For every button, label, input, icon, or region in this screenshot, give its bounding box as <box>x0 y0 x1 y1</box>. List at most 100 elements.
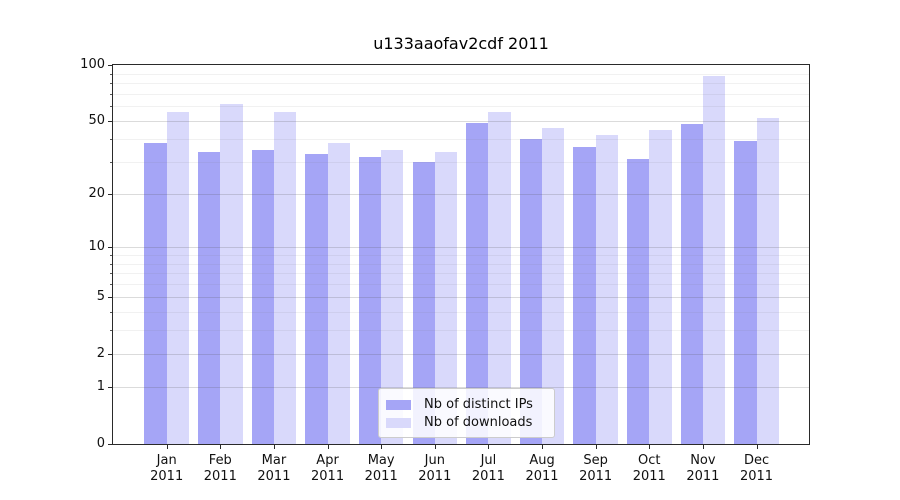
y-gridline-minor <box>113 263 809 265</box>
bar-distinct-ips <box>305 154 328 444</box>
y-tick-label: 20 <box>88 185 105 201</box>
bar-downloads <box>595 135 618 444</box>
y-axis-tick <box>108 65 112 66</box>
y-axis-minor-tick <box>110 93 112 95</box>
y-gridline-minor <box>113 284 809 286</box>
bar-distinct-ips <box>144 143 167 444</box>
bar-downloads <box>702 76 726 444</box>
x-tick-label-year: 2011 <box>150 469 184 484</box>
x-tick-label-year: 2011 <box>525 469 559 484</box>
y-axis-minor-tick <box>110 106 112 108</box>
y-tick-label: 100 <box>80 57 105 72</box>
x-tick-label-year: 2011 <box>418 469 452 484</box>
x-tick-label-month: May <box>367 453 395 468</box>
legend-entry-downloads: Nb of downloads <box>386 414 546 432</box>
bar-downloads <box>327 143 350 444</box>
x-tick-label-month: Feb <box>208 453 232 468</box>
y-axis-minor-tick <box>110 83 112 85</box>
x-axis-tick <box>756 445 758 449</box>
legend: Nb of distinct IPs Nb of downloads <box>378 388 555 438</box>
y-axis-tick <box>108 387 112 389</box>
y-gridline-minor <box>113 139 809 141</box>
x-axis-tick <box>166 445 168 449</box>
y-axis-tick <box>108 353 112 355</box>
bar-downloads <box>434 152 458 444</box>
bar-distinct-ips <box>251 149 274 444</box>
y-gridline-minor <box>113 273 809 275</box>
y-axis-minor-tick <box>110 273 112 275</box>
legend-entry-distinct-ips: Nb of distinct IPs <box>386 396 546 414</box>
bar-distinct-ips <box>412 161 435 444</box>
chart-title: u133aaofav2cdf 2011 <box>373 34 549 53</box>
bar-distinct-ips <box>573 147 596 444</box>
x-tick-label-year: 2011 <box>632 469 666 484</box>
y-axis-tick <box>108 444 112 445</box>
y-gridline-minor <box>113 73 809 75</box>
x-tick-label-month: Sep <box>583 453 608 468</box>
y-gridline-minor <box>113 330 809 332</box>
y-gridline-major <box>113 193 809 195</box>
x-tick-label-month: Mar <box>261 453 287 468</box>
bar-distinct-ips <box>680 124 703 444</box>
x-tick-label-year: 2011 <box>364 469 398 484</box>
y-gridline-minor <box>113 93 809 95</box>
y-gridline-minor <box>113 83 809 85</box>
y-axis-minor-tick <box>110 311 112 313</box>
plot-area <box>112 64 810 445</box>
x-tick-label-year: 2011 <box>257 469 291 484</box>
x-tick-label-month: Jan <box>156 453 177 468</box>
y-tick-label: 0 <box>96 436 105 451</box>
bar-downloads <box>542 127 565 444</box>
bar-downloads <box>273 111 297 444</box>
legend-label-downloads: Nb of downloads <box>424 415 533 430</box>
y-gridline-minor <box>113 254 809 256</box>
y-axis-minor-tick <box>110 263 112 265</box>
x-axis-tick <box>273 445 275 449</box>
x-axis-tick <box>488 445 490 449</box>
y-gridline-major <box>113 247 809 249</box>
bar-distinct-ips <box>198 152 221 444</box>
legend-swatch-downloads <box>386 418 411 428</box>
x-axis-tick <box>702 445 704 449</box>
x-tick-label-year: 2011 <box>686 469 720 484</box>
x-axis-tick <box>595 445 597 449</box>
bar-downloads <box>166 111 189 444</box>
y-tick-label: 2 <box>96 345 105 361</box>
x-axis-tick <box>381 445 383 449</box>
x-tick-label-month: Nov <box>690 453 716 468</box>
x-tick-label-year: 2011 <box>471 469 505 484</box>
y-axis-tick <box>108 121 112 123</box>
bar-distinct-ips <box>734 141 757 444</box>
y-tick-label: 1 <box>96 379 105 395</box>
y-axis-tick <box>108 247 112 249</box>
y-tick-label: 5 <box>96 288 105 304</box>
x-axis-tick <box>542 445 544 449</box>
y-gridline-minor <box>113 106 809 108</box>
legend-label-distinct-ips: Nb of distinct IPs <box>424 397 533 412</box>
x-axis-tick <box>327 445 329 449</box>
x-axis-tick <box>649 445 651 449</box>
y-gridline-major <box>113 387 809 389</box>
bar-downloads <box>220 103 243 444</box>
y-axis-tick <box>108 296 112 298</box>
bar-downloads <box>381 149 404 444</box>
x-axis-tick <box>220 445 222 449</box>
x-tick-label-month: Jun <box>424 453 445 468</box>
y-axis-minor-tick <box>110 139 112 141</box>
bar-distinct-ips <box>519 139 543 444</box>
x-tick-label-year: 2011 <box>739 469 774 484</box>
bar-distinct-ips <box>466 122 489 444</box>
y-axis-tick <box>108 193 112 195</box>
x-tick-label-year: 2011 <box>203 469 237 484</box>
x-tick-label-year: 2011 <box>311 469 345 484</box>
y-axis-minor-tick <box>110 73 112 75</box>
x-tick-label-month: Dec <box>743 453 770 468</box>
y-axis-minor-tick <box>110 330 112 332</box>
x-tick-label-year: 2011 <box>579 469 613 484</box>
y-axis-minor-tick <box>110 254 112 256</box>
y-gridline-major <box>113 353 809 355</box>
y-axis-minor-tick <box>110 161 112 163</box>
x-tick-label-month: Apr <box>316 453 339 468</box>
bar-downloads <box>649 129 672 444</box>
